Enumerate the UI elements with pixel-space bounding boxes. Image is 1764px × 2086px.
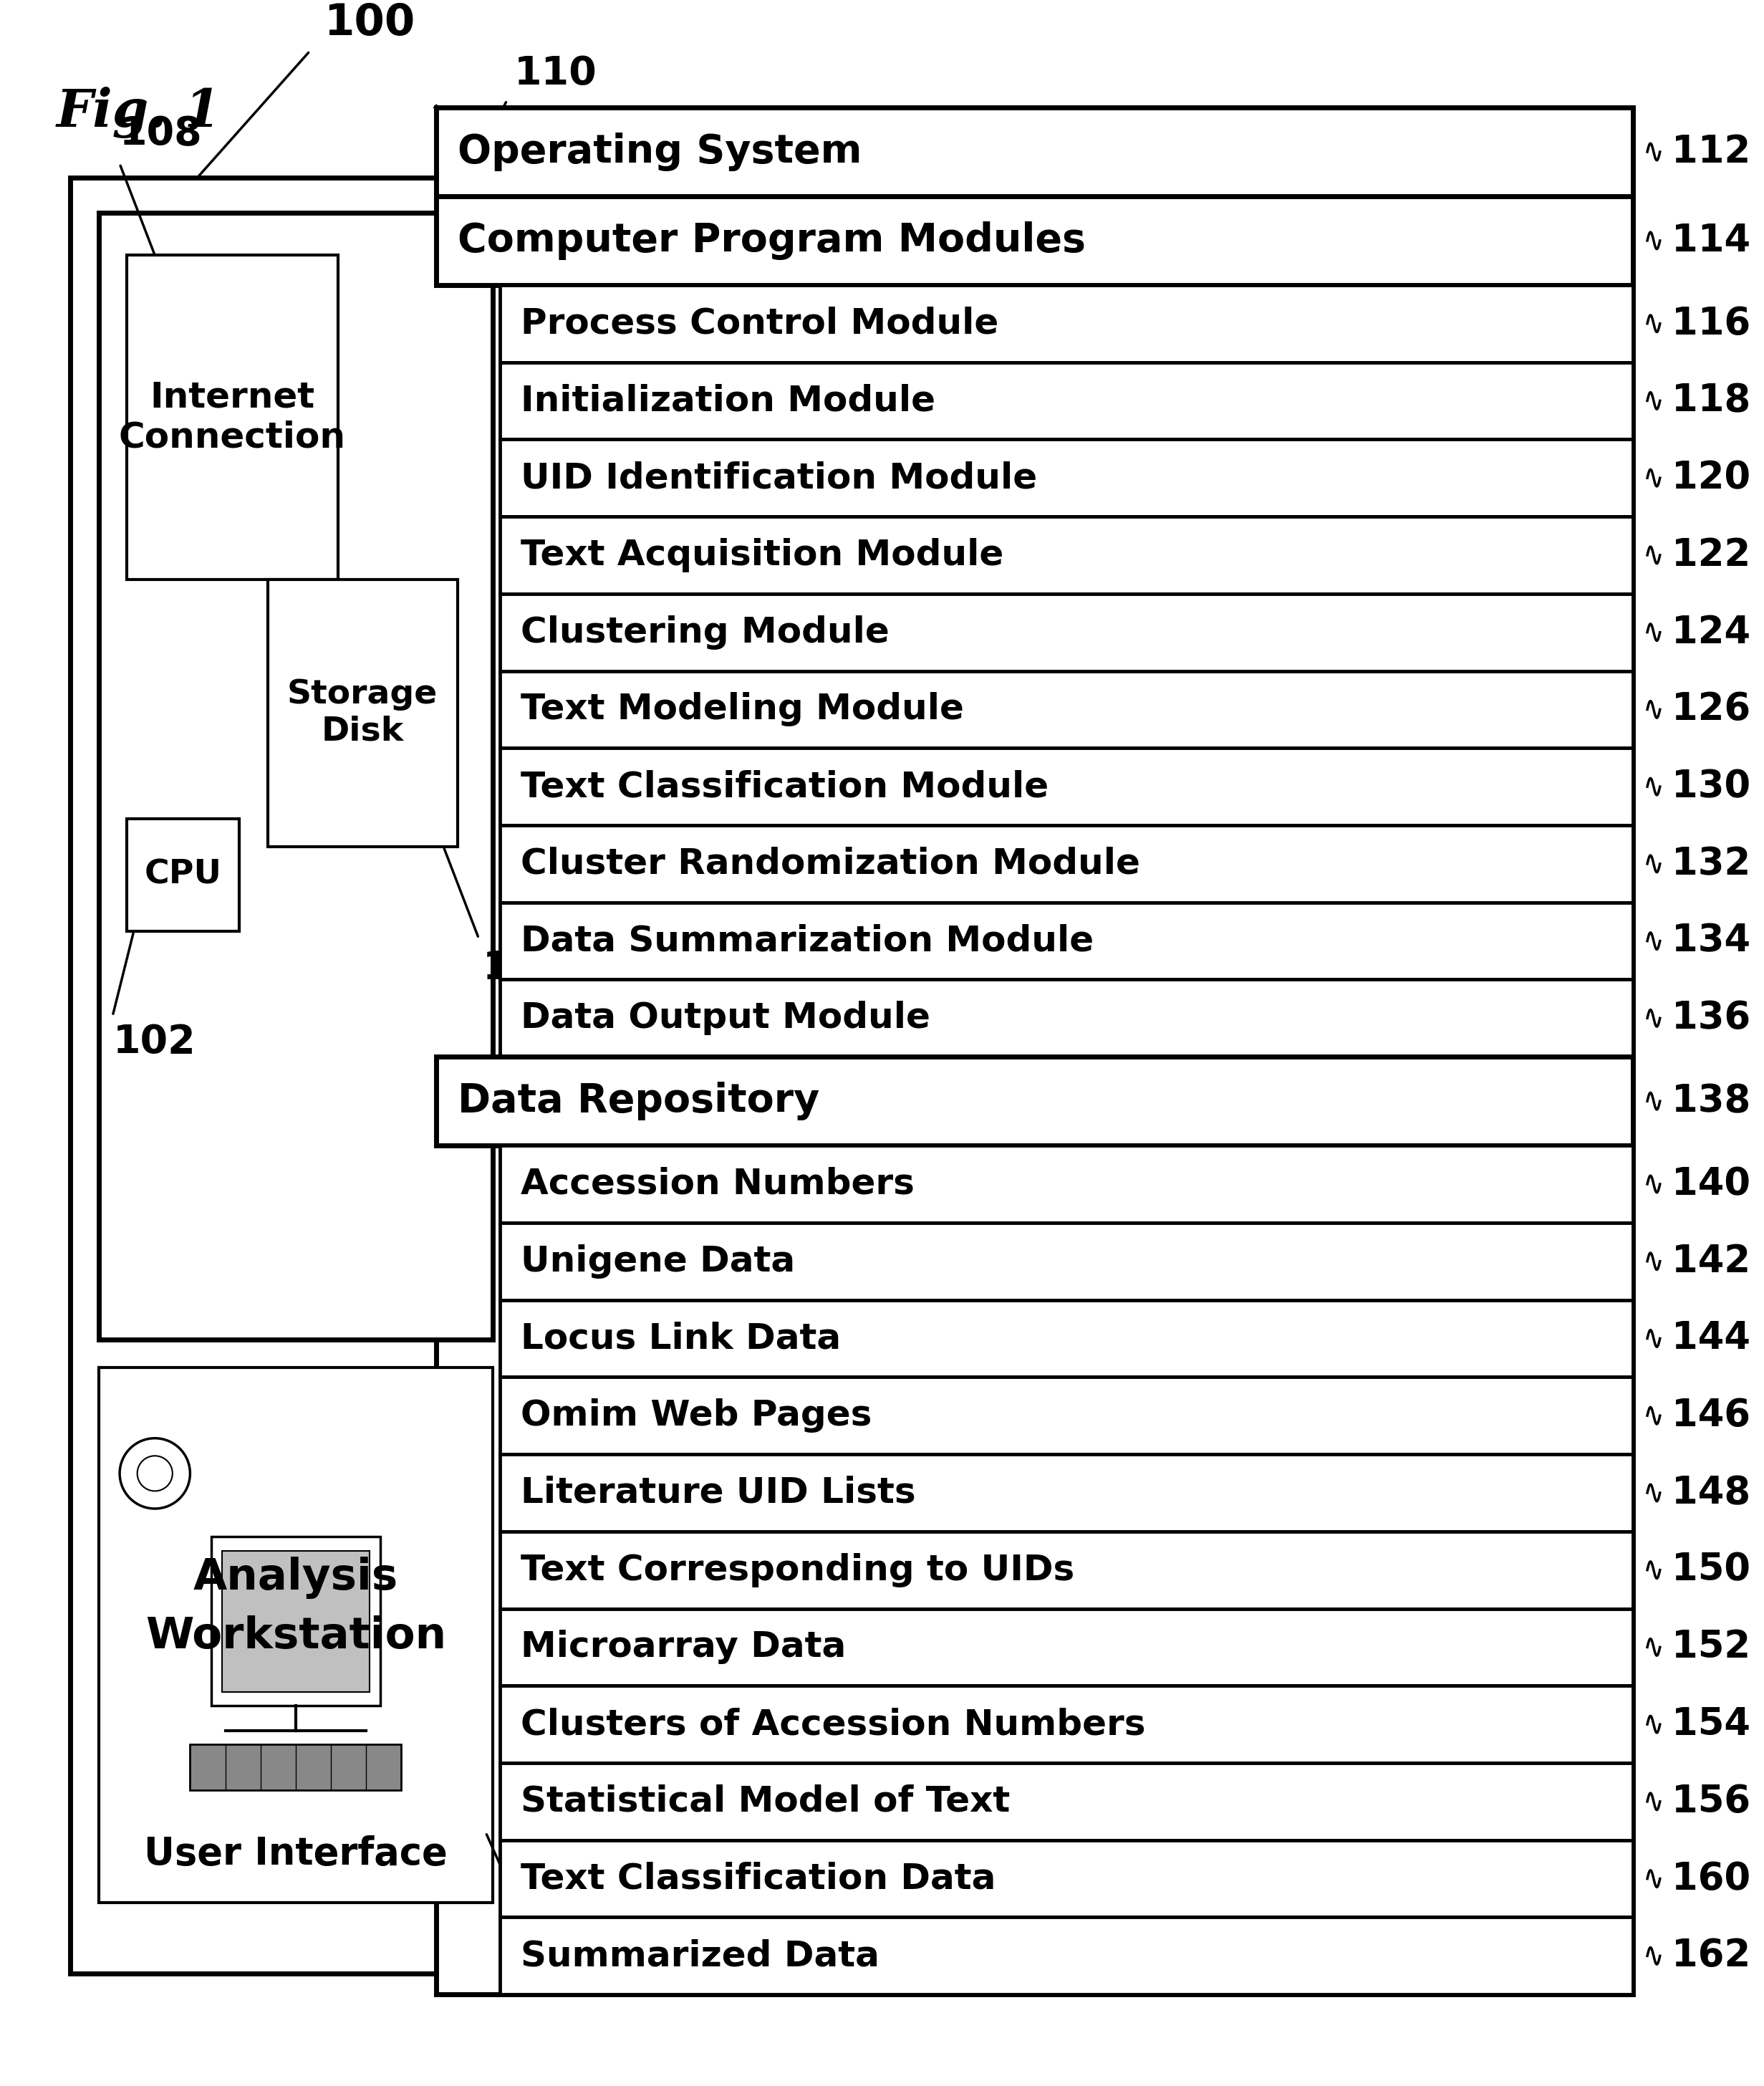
Text: 116: 116 — [1672, 305, 1752, 342]
Bar — [499, 1377, 1633, 1454]
Text: User Interface: User Interface — [145, 1836, 448, 1873]
Text: 100: 100 — [325, 2, 415, 44]
Bar — [499, 1608, 1633, 1685]
Bar — [499, 1917, 1633, 1994]
Bar — [499, 1685, 1633, 1763]
Text: 152: 152 — [1672, 1629, 1752, 1667]
Text: Data Output Module: Data Output Module — [520, 1001, 931, 1035]
Text: Text Classification Data: Text Classification Data — [520, 1861, 997, 1896]
Bar — [499, 1222, 1633, 1300]
Text: CPU: CPU — [145, 859, 222, 891]
Bar — [222, 1550, 370, 1692]
Text: 154: 154 — [1672, 1706, 1750, 1744]
Bar — [499, 903, 1633, 980]
Text: Text Corresponding to UIDs: Text Corresponding to UIDs — [520, 1552, 1074, 1587]
Text: 130: 130 — [1672, 768, 1752, 805]
Bar — [499, 672, 1633, 749]
Bar — [499, 440, 1633, 517]
Bar — [499, 1300, 1633, 1377]
Bar — [436, 108, 1633, 1994]
Text: Statistical Model of Text: Statistical Model of Text — [520, 1784, 1011, 1819]
Bar — [436, 108, 1633, 196]
Text: 140: 140 — [1672, 1166, 1750, 1204]
Bar — [499, 749, 1633, 826]
Text: 160: 160 — [1672, 1861, 1752, 1898]
Text: 122: 122 — [1672, 536, 1752, 574]
Bar — [212, 1537, 381, 1706]
Text: 134: 134 — [1672, 922, 1752, 960]
Text: Storage
Disk: Storage Disk — [288, 678, 437, 747]
Text: Initialization Module: Initialization Module — [520, 384, 935, 417]
Text: Clusters of Accession Numbers: Clusters of Accession Numbers — [520, 1706, 1147, 1742]
Bar — [499, 517, 1633, 595]
Text: Process Control Module: Process Control Module — [520, 307, 998, 340]
Text: 106: 106 — [482, 949, 564, 987]
Text: Microarray Data: Microarray Data — [520, 1629, 847, 1665]
Text: 144: 144 — [1672, 1320, 1750, 1358]
Text: Text Classification Module: Text Classification Module — [520, 770, 1050, 803]
Text: 162: 162 — [1672, 1938, 1752, 1975]
Text: Accession Numbers: Accession Numbers — [520, 1166, 916, 1202]
Bar — [268, 580, 457, 847]
Bar — [499, 1531, 1633, 1608]
Text: Data Summarization Module: Data Summarization Module — [520, 924, 1094, 957]
Text: 138: 138 — [1672, 1083, 1752, 1120]
Text: 150: 150 — [1672, 1552, 1750, 1590]
Bar — [191, 1744, 400, 1790]
Text: 124: 124 — [1672, 613, 1752, 651]
Text: 114: 114 — [1672, 221, 1752, 259]
Text: 112: 112 — [1672, 134, 1752, 171]
Text: Omim Web Pages: Omim Web Pages — [520, 1398, 871, 1433]
Text: 102: 102 — [113, 1022, 196, 1062]
Bar — [499, 595, 1633, 672]
Text: UID Identification Module: UID Identification Module — [520, 461, 1037, 494]
Bar — [127, 818, 240, 930]
Bar — [499, 1454, 1633, 1531]
Text: 146: 146 — [1672, 1398, 1752, 1435]
Text: Internet
Connection: Internet Connection — [118, 380, 346, 455]
Text: 132: 132 — [1672, 845, 1752, 882]
Bar — [99, 1368, 492, 1902]
Bar — [499, 1763, 1633, 1840]
Bar — [127, 254, 339, 580]
Text: Literature UID Lists: Literature UID Lists — [520, 1475, 916, 1510]
Text: 108: 108 — [120, 115, 203, 152]
Bar — [499, 1145, 1633, 1222]
Text: 110: 110 — [513, 54, 596, 94]
Text: 104: 104 — [517, 1902, 600, 1942]
Bar — [99, 213, 492, 1339]
Bar — [436, 1058, 1633, 1145]
Bar — [499, 1840, 1633, 1917]
Text: Operating System: Operating System — [457, 134, 863, 171]
Text: 118: 118 — [1672, 382, 1752, 419]
Text: Computer Program Modules: Computer Program Modules — [457, 221, 1085, 261]
Text: Cluster Randomization Module: Cluster Randomization Module — [520, 847, 1140, 880]
Bar — [71, 177, 520, 1973]
Text: Text Acquisition Module: Text Acquisition Module — [520, 538, 1004, 572]
Text: Summarized Data: Summarized Data — [520, 1938, 880, 1973]
Bar — [499, 826, 1633, 903]
Text: 156: 156 — [1672, 1784, 1752, 1821]
Text: 126: 126 — [1672, 690, 1752, 728]
Text: Unigene Data: Unigene Data — [520, 1243, 796, 1279]
Text: Locus Link Data: Locus Link Data — [520, 1320, 841, 1356]
Bar — [499, 286, 1633, 363]
Text: 120: 120 — [1672, 459, 1752, 496]
Text: 136: 136 — [1672, 999, 1752, 1037]
Text: Data Repository: Data Repository — [457, 1083, 820, 1120]
Bar — [499, 980, 1633, 1058]
Text: 148: 148 — [1672, 1475, 1752, 1512]
Bar — [499, 363, 1633, 440]
Text: Clustering Module: Clustering Module — [520, 615, 889, 649]
Text: Analysis
Workstation: Analysis Workstation — [145, 1556, 446, 1658]
Text: Text Modeling Module: Text Modeling Module — [520, 693, 965, 726]
Text: 142: 142 — [1672, 1243, 1752, 1281]
Text: Fig. 1: Fig. 1 — [56, 86, 221, 138]
Bar — [436, 196, 1633, 286]
